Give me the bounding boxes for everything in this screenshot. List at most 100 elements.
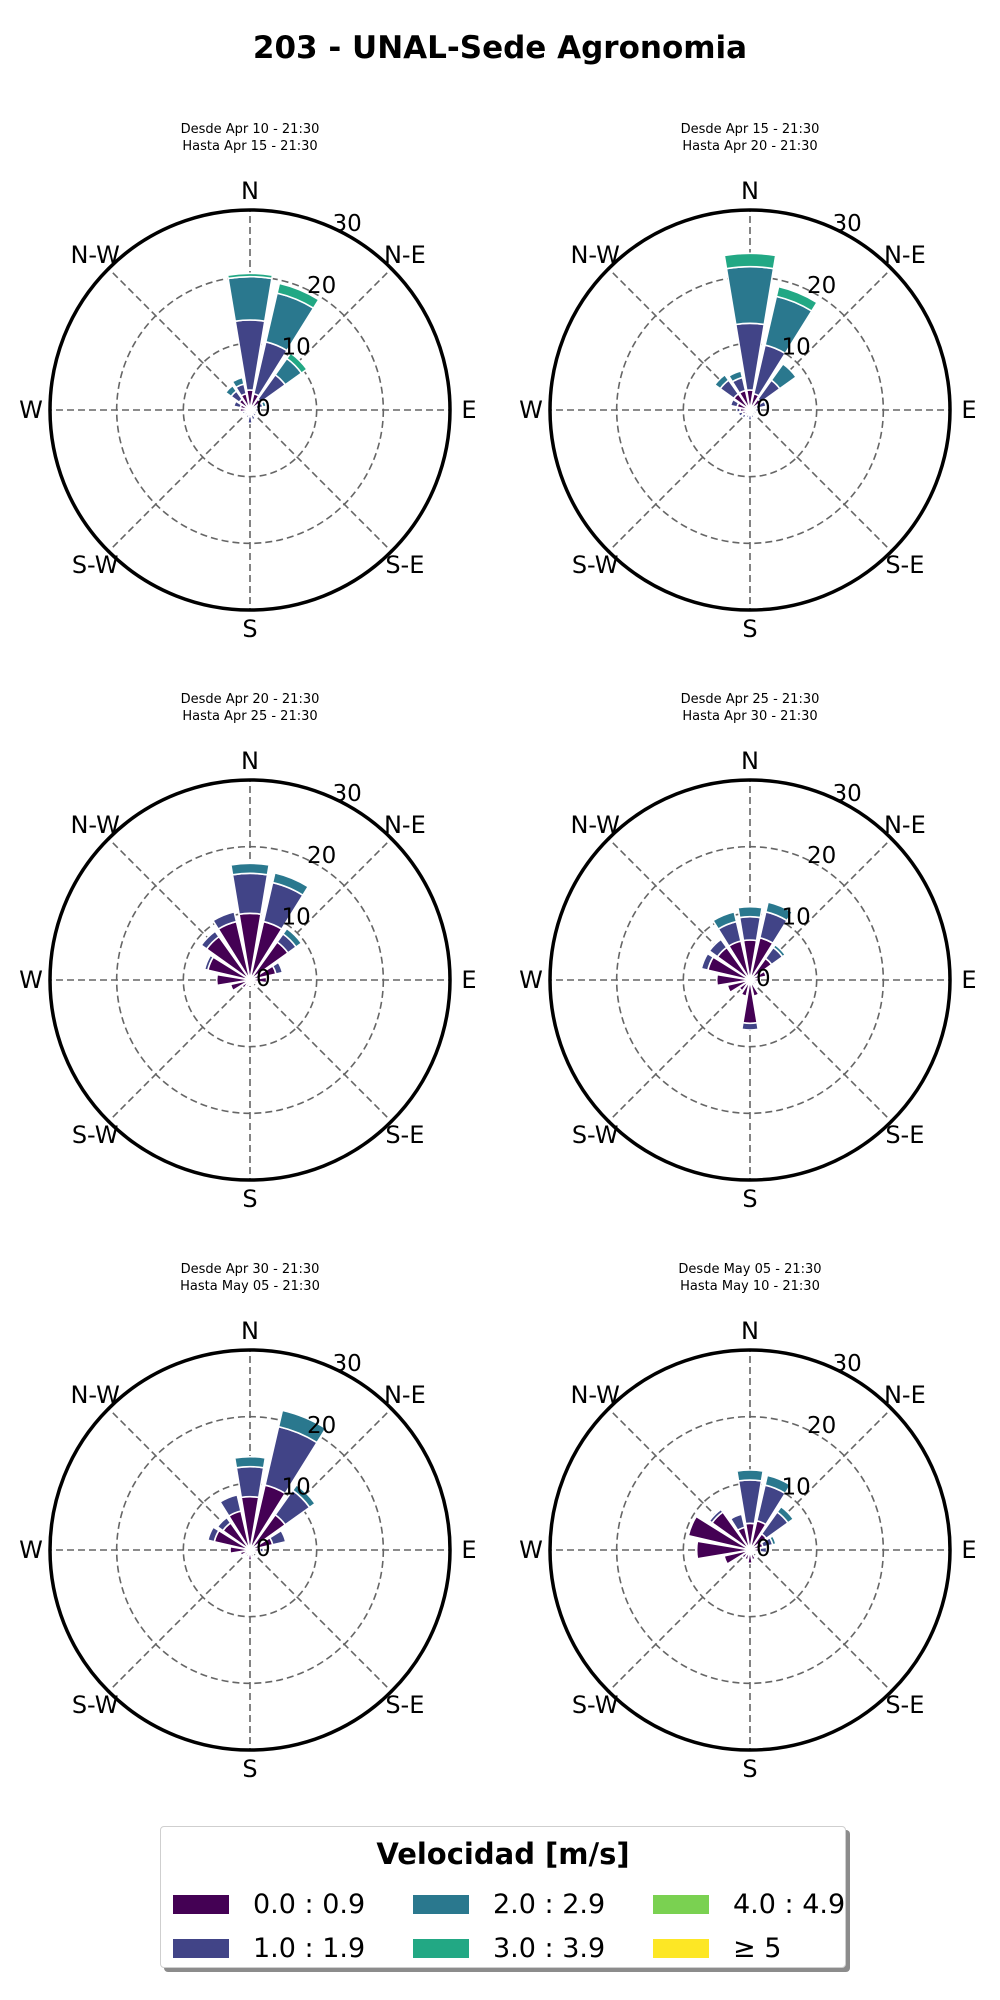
grid-spoke: [108, 1549, 251, 1692]
rose-subtitle: Hasta Apr 20 - 21:30: [682, 139, 817, 154]
chart-title: 203 - UNAL-Sede Agronomia: [252, 30, 748, 66]
rose-bar: [206, 1525, 220, 1543]
direction-label: S-E: [385, 1691, 424, 1719]
rose-bar: [695, 1540, 751, 1560]
rose-bar: [713, 373, 730, 390]
legend-title: Velocidad [m/s]: [376, 1837, 630, 1871]
legend-swatch: [173, 1939, 229, 1958]
direction-label: N-W: [70, 241, 119, 269]
direction-label: E: [961, 1536, 976, 1564]
grid-spoke: [108, 409, 251, 552]
rose-bar: [276, 282, 320, 310]
legend-label: 0.0 : 0.9: [253, 1889, 366, 1920]
direction-label: N-W: [570, 811, 619, 839]
radial-tick-label: 20: [307, 273, 336, 299]
grid-spoke: [108, 979, 251, 1122]
direction-label: S-W: [72, 551, 119, 579]
grid-spoke: [749, 979, 892, 1122]
direction-label: W: [519, 396, 543, 424]
direction-label: S: [242, 1755, 257, 1783]
rose-bar: [763, 398, 771, 408]
grid-spoke: [608, 409, 751, 552]
rose-outline: [548, 778, 952, 1182]
rose-bar: [687, 1515, 751, 1551]
direction-label: E: [961, 966, 976, 994]
rose-bar: [216, 1516, 232, 1532]
direction-label: N-E: [884, 241, 926, 269]
radial-tick-label: 20: [807, 273, 836, 299]
rose-bar: [200, 930, 221, 951]
legend-swatch: [413, 1895, 469, 1914]
direction-label: S-W: [572, 1691, 619, 1719]
rose-bar: [758, 1546, 768, 1554]
rose-subtitle: Hasta Apr 30 - 21:30: [682, 709, 817, 724]
wind-rose-3: Desde Apr 20 - 21:30 Hasta Apr 25 - 21:30…: [19, 692, 476, 1213]
direction-label: E: [461, 1536, 476, 1564]
direction-label: S: [742, 1755, 757, 1783]
grid-spoke: [249, 1549, 392, 1692]
wind-rose-1: Desde Apr 10 - 21:30 Hasta Apr 15 - 21:30…: [19, 122, 476, 643]
direction-label: S-W: [572, 1121, 619, 1149]
rose-bar: [764, 1474, 792, 1495]
direction-label: N: [241, 177, 259, 205]
rose-bar: [285, 351, 309, 375]
rose-bar: [268, 1529, 287, 1546]
rose-bar: [235, 1465, 265, 1499]
rose-outline: [48, 778, 452, 1182]
rose-bar: [218, 1493, 242, 1518]
direction-label: E: [461, 966, 476, 994]
rose-bar: [727, 370, 744, 383]
rose-bar: [768, 1534, 777, 1546]
direction-label: N-E: [384, 811, 426, 839]
rose-bar: [770, 362, 798, 390]
rose-outline: [48, 208, 452, 612]
rose-bar: [229, 862, 271, 876]
radial-tick-label: 20: [807, 1413, 836, 1439]
rose-bar: [735, 1469, 765, 1482]
rose-bar: [281, 927, 303, 949]
direction-label: N-W: [70, 1381, 119, 1409]
rose-bar: [729, 1513, 746, 1532]
rose-bar: [700, 952, 715, 972]
direction-label: S-W: [72, 1691, 119, 1719]
legend-swatch: [653, 1939, 709, 1958]
direction-label: E: [961, 396, 976, 424]
rose-bar: [211, 910, 238, 931]
rose-bar: [291, 1483, 317, 1509]
direction-label: S-W: [72, 1121, 119, 1149]
radial-tick-label: 0: [756, 966, 771, 992]
rose-bar: [258, 1546, 265, 1554]
direction-label: S: [242, 615, 257, 643]
rose-bar: [729, 398, 740, 408]
rose-bar: [738, 915, 762, 942]
direction-label: S-W: [572, 551, 619, 579]
direction-label: S: [742, 1185, 757, 1213]
rose-bar: [723, 252, 777, 270]
radial-tick-label: 0: [756, 1536, 771, 1562]
radial-tick-label: 10: [782, 334, 811, 360]
legend-label: 2.0 : 2.9: [493, 1889, 606, 1920]
direction-label: N-E: [384, 1381, 426, 1409]
radial-tick-label: 30: [833, 211, 862, 237]
rose-bar: [708, 938, 728, 958]
rose-bar: [231, 872, 269, 916]
direction-label: S-E: [885, 1121, 924, 1149]
rose-subtitle: Desde Apr 30 - 21:30: [181, 1262, 320, 1277]
direction-label: W: [519, 966, 543, 994]
rose-outline: [548, 208, 952, 612]
direction-label: N: [741, 177, 759, 205]
wind-rose-5: Desde Apr 30 - 21:30 Hasta May 05 - 21:30…: [19, 1262, 476, 1783]
rose-bar: [776, 1505, 795, 1524]
legend-swatch: [173, 1895, 229, 1914]
wind-rose-4: Desde Apr 25 - 21:30 Hasta Apr 30 - 21:30…: [519, 692, 976, 1213]
legend-swatch: [653, 1895, 709, 1914]
wind-rose-6: Desde May 05 - 21:30 Hasta May 10 - 21:30…: [519, 1262, 976, 1783]
rose-bar: [203, 954, 215, 972]
radial-tick-label: 30: [333, 211, 362, 237]
grid-spoke: [108, 268, 251, 411]
direction-label: S: [742, 615, 757, 643]
direction-label: S: [242, 1185, 257, 1213]
direction-label: N: [741, 1317, 759, 1345]
rose-subtitle: Desde Apr 25 - 21:30: [681, 692, 820, 707]
direction-label: W: [19, 966, 43, 994]
